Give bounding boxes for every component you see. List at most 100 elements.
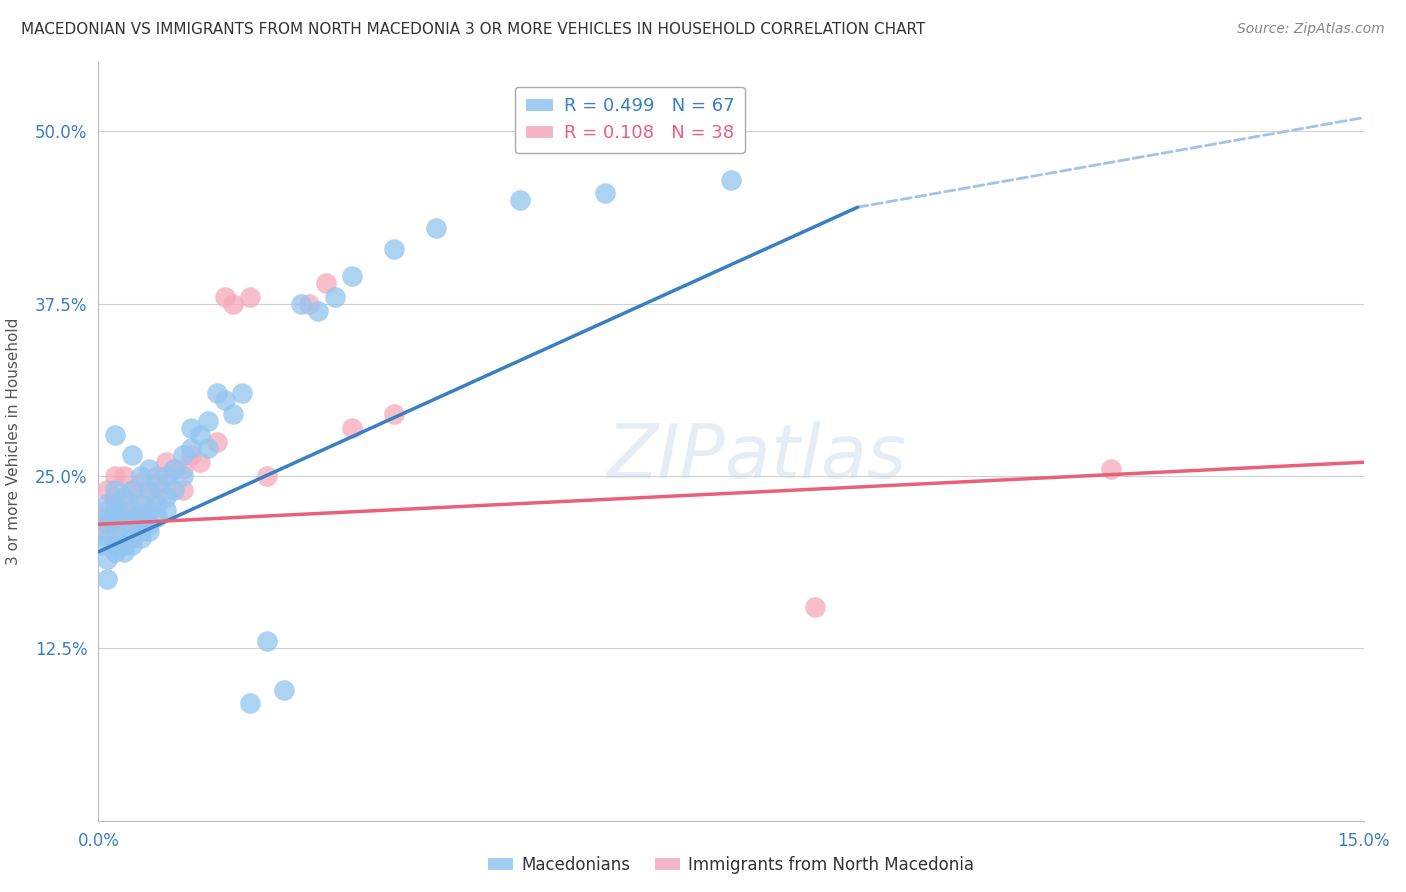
Point <box>96 531 118 545</box>
Point <box>138 483 160 497</box>
Point <box>163 462 186 476</box>
Text: MACEDONIAN VS IMMIGRANTS FROM NORTH MACEDONIA 3 OR MORE VEHICLES IN HOUSEHOLD CO: MACEDONIAN VS IMMIGRANTS FROM NORTH MACE… <box>21 22 925 37</box>
Point <box>121 503 143 517</box>
Point <box>273 682 295 697</box>
Point <box>104 503 127 517</box>
Point <box>104 503 127 517</box>
Point <box>112 545 135 559</box>
Point <box>96 483 118 497</box>
Point <box>96 551 118 566</box>
Point <box>104 524 127 538</box>
Point <box>340 421 363 435</box>
Point <box>382 242 405 256</box>
Point <box>1099 462 1122 476</box>
Point <box>205 434 228 449</box>
Point <box>180 448 202 462</box>
Point <box>112 469 135 483</box>
Point <box>96 497 118 511</box>
Point <box>172 448 194 462</box>
Point <box>155 475 177 490</box>
Point <box>172 462 194 476</box>
Point <box>222 296 245 310</box>
Point <box>382 407 405 421</box>
Point <box>214 290 236 304</box>
Point <box>180 421 202 435</box>
Point <box>121 538 143 552</box>
Point <box>104 538 127 552</box>
Point <box>509 194 531 208</box>
Point <box>112 490 135 504</box>
Point <box>146 469 169 483</box>
Point <box>96 517 118 532</box>
Point <box>129 524 152 538</box>
Point <box>129 475 152 490</box>
Point <box>231 386 253 401</box>
Point <box>138 503 160 517</box>
Point <box>146 475 169 490</box>
Point <box>146 497 169 511</box>
Point <box>129 497 152 511</box>
Y-axis label: 3 or more Vehicles in Household: 3 or more Vehicles in Household <box>6 318 21 566</box>
Point <box>121 483 143 497</box>
Point <box>129 517 152 532</box>
Point <box>138 483 160 497</box>
Point <box>172 469 194 483</box>
Point <box>155 490 177 504</box>
Point <box>146 490 169 504</box>
Point <box>104 517 127 532</box>
Point <box>96 510 118 524</box>
Point <box>104 469 127 483</box>
Point <box>593 186 616 201</box>
Point <box>138 462 160 476</box>
Point <box>205 386 228 401</box>
Point <box>112 538 135 552</box>
Point <box>180 442 202 456</box>
Point <box>155 503 177 517</box>
Point <box>121 448 143 462</box>
Point <box>138 524 160 538</box>
Point <box>155 455 177 469</box>
Point <box>96 573 118 587</box>
Point <box>96 517 118 532</box>
Point <box>121 510 143 524</box>
Point <box>239 290 262 304</box>
Point <box>138 517 160 532</box>
Point <box>112 524 135 538</box>
Point <box>91 538 114 552</box>
Point <box>256 469 278 483</box>
Point <box>104 510 127 524</box>
Point <box>112 503 135 517</box>
Point <box>172 483 194 497</box>
Point <box>104 545 127 559</box>
Legend: R = 0.499   N = 67, R = 0.108   N = 38: R = 0.499 N = 67, R = 0.108 N = 38 <box>515 87 745 153</box>
Point <box>96 503 118 517</box>
Point <box>129 469 152 483</box>
Point <box>720 172 742 186</box>
Point <box>91 524 114 538</box>
Point <box>214 393 236 408</box>
Point <box>129 531 152 545</box>
Point <box>222 407 245 421</box>
Text: Source: ZipAtlas.com: Source: ZipAtlas.com <box>1237 22 1385 37</box>
Point <box>112 510 135 524</box>
Point <box>146 510 169 524</box>
Point <box>256 634 278 648</box>
Point <box>340 269 363 284</box>
Point <box>104 497 127 511</box>
Point <box>155 469 177 483</box>
Point <box>138 503 160 517</box>
Point <box>121 531 143 545</box>
Point <box>307 303 329 318</box>
Point <box>239 697 262 711</box>
Point <box>197 414 219 428</box>
Point <box>112 490 135 504</box>
Point <box>197 442 219 456</box>
Point <box>315 276 337 290</box>
Point <box>104 427 127 442</box>
Point <box>290 296 312 310</box>
Text: ZIPatlas: ZIPatlas <box>606 421 907 492</box>
Point <box>129 497 152 511</box>
Point <box>188 455 211 469</box>
Point <box>163 462 186 476</box>
Point <box>425 220 447 235</box>
